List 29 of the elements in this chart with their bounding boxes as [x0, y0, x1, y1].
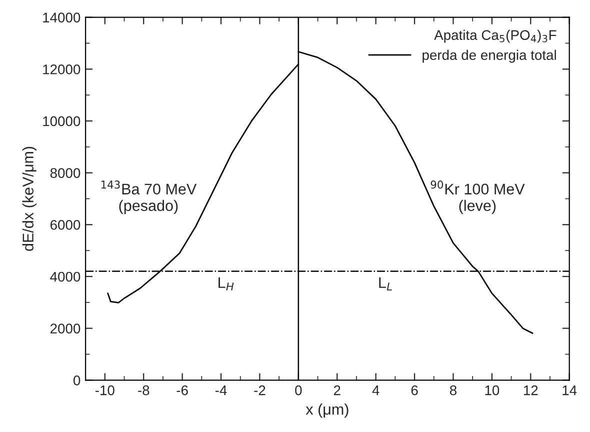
y-axis-title: dE/dx (keV/μm)	[22, 146, 37, 251]
annotation: $^{143}$Ba 70 MeV (pesado)	[101, 180, 197, 214]
x-tick-label: 0	[295, 385, 302, 396]
y-tick-label: 4000	[50, 272, 80, 282]
x-tick-label: 8	[450, 385, 456, 396]
x-tick-label: 4	[372, 386, 380, 396]
x-tick-label: 10	[485, 385, 500, 396]
y-tick-label: 10000	[43, 116, 80, 126]
annotation: L$_{L}$	[379, 277, 392, 290]
x-axis-title: x (μm)	[306, 404, 348, 418]
x-tick-label: 12	[524, 385, 538, 396]
annotation: $^{90}$Kr 100 MeV (leve)	[430, 180, 525, 214]
y-tick-label: 12000	[43, 64, 80, 74]
y-tick-label: 8000	[50, 168, 80, 178]
x-tick-label: 14	[562, 386, 577, 396]
x-tick-label: -10	[95, 385, 114, 396]
legend-label: perda de energia total	[422, 50, 556, 63]
y-tick-label: 6000	[50, 220, 80, 230]
x-tick-label: -2	[254, 385, 266, 396]
legend-title: Apatita Ca$_{5}$(PO$_{4}$)$_{3}$F	[434, 30, 556, 43]
x-tick-label: -6	[176, 385, 188, 396]
x-tick-label: -4	[215, 386, 227, 396]
y-tick-label: 2000	[50, 324, 80, 334]
x-tick-label: 6	[411, 385, 418, 396]
x-tick-label: -8	[138, 385, 150, 396]
annotation: L$_{H}$	[218, 277, 234, 290]
y-tick-label: 0	[74, 375, 80, 386]
y-tick-label: 14000	[43, 12, 80, 22]
x-tick-label: 2	[334, 385, 340, 396]
